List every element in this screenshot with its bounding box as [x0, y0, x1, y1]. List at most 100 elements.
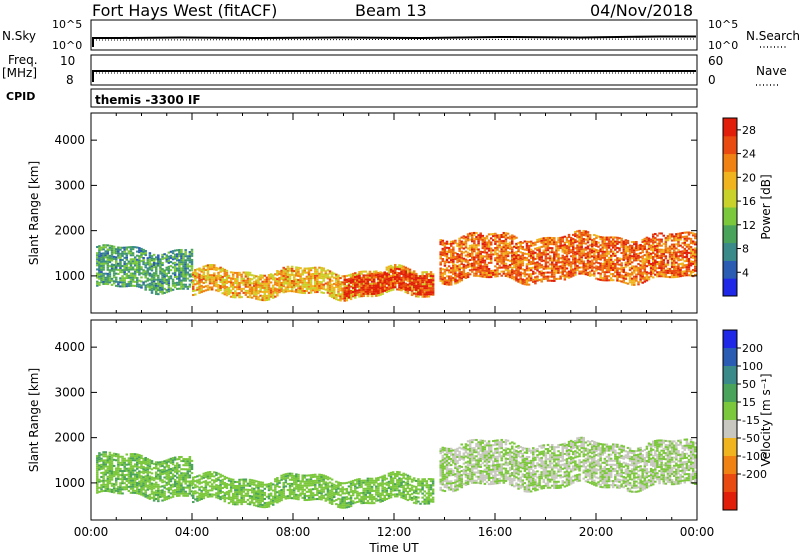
data-cell — [295, 278, 298, 281]
data-cell — [689, 270, 693, 273]
data-cell — [112, 251, 116, 254]
data-cell — [548, 240, 552, 244]
data-cell — [229, 295, 233, 298]
data-cell — [192, 482, 195, 485]
data-cell — [167, 278, 171, 281]
data-cell — [206, 268, 210, 271]
data-cell — [150, 486, 154, 489]
data-cell — [358, 289, 361, 292]
data-cell — [165, 280, 168, 283]
data-cell — [171, 457, 175, 460]
data-cell — [656, 234, 659, 237]
data-cell — [406, 279, 410, 282]
data-cell — [593, 244, 596, 247]
data-cell — [567, 233, 571, 236]
data-cell — [421, 283, 424, 286]
data-cell — [574, 247, 577, 250]
data-cell — [100, 254, 103, 257]
data-cell — [184, 460, 187, 463]
data-cell — [163, 273, 166, 276]
data-cell — [267, 276, 271, 279]
data-cell — [588, 254, 592, 257]
data-cell — [546, 267, 550, 270]
data-cell — [248, 292, 252, 295]
data-cell — [161, 479, 164, 482]
data-cell — [261, 274, 264, 277]
data-cell — [603, 265, 607, 268]
data-cell — [506, 267, 510, 270]
data-cell — [341, 297, 344, 300]
data-cell — [605, 238, 609, 241]
data-cell — [687, 268, 691, 271]
data-cell — [182, 468, 185, 471]
data-cell — [257, 277, 260, 280]
data-cell — [689, 231, 693, 234]
data-cell — [339, 289, 342, 292]
data-cell — [98, 255, 101, 258]
data-cell — [186, 474, 190, 477]
data-cell — [121, 459, 124, 462]
data-cell — [513, 278, 516, 281]
data-cell — [290, 282, 294, 285]
data-cell — [157, 256, 160, 259]
colorbar-tick-label: 20 — [742, 171, 756, 184]
data-cell — [129, 262, 133, 265]
data-cell — [108, 470, 112, 473]
data-cell — [567, 244, 571, 247]
data-cell — [599, 250, 602, 253]
data-cell — [133, 489, 137, 492]
data-cell — [221, 267, 224, 270]
data-cell — [173, 470, 177, 473]
data-cell — [194, 283, 197, 286]
data-cell — [597, 268, 600, 271]
data-cell — [154, 264, 158, 267]
data-cell — [112, 255, 116, 258]
data-cell — [400, 266, 403, 269]
data-cell — [114, 481, 118, 484]
data-cell — [253, 280, 256, 283]
data-cell — [370, 278, 374, 281]
data-cell — [607, 271, 611, 274]
data-cell — [138, 462, 141, 465]
data-cell — [255, 285, 258, 288]
data-cell — [108, 254, 112, 257]
data-cell — [400, 278, 403, 281]
data-cell — [271, 278, 275, 281]
data-cell — [110, 245, 114, 248]
data-cell — [267, 284, 271, 287]
data-cell — [614, 254, 617, 257]
data-cell — [689, 256, 693, 259]
nsearch-tick-bottom: 10^0 — [708, 39, 738, 52]
data-cell — [351, 291, 355, 294]
data-cell — [580, 248, 583, 251]
data-cell — [563, 278, 567, 281]
data-cell — [559, 257, 562, 260]
data-cell — [165, 473, 168, 476]
data-cell — [157, 278, 160, 281]
data-cell — [146, 462, 150, 465]
data-cell — [578, 231, 581, 234]
data-cell — [223, 285, 227, 288]
data-cell — [204, 277, 208, 280]
data-cell — [102, 483, 105, 486]
data-cell — [408, 274, 412, 277]
data-cell — [609, 248, 613, 251]
data-cell — [138, 454, 141, 457]
data-cell — [683, 231, 687, 234]
data-cell — [372, 270, 376, 273]
data-cell — [519, 271, 522, 274]
data-cell — [595, 277, 598, 280]
data-cell — [157, 473, 160, 476]
data-cell — [683, 260, 687, 263]
data-cell — [236, 286, 239, 289]
data-cell — [161, 462, 164, 465]
data-cell — [178, 269, 181, 272]
data-cell — [184, 464, 187, 467]
data-cell — [297, 274, 300, 277]
data-cell — [645, 250, 649, 253]
data-cell — [98, 249, 101, 252]
data-cell — [295, 270, 298, 273]
data-cell — [142, 457, 145, 460]
data-cell — [466, 247, 470, 250]
data-cell — [173, 255, 177, 258]
